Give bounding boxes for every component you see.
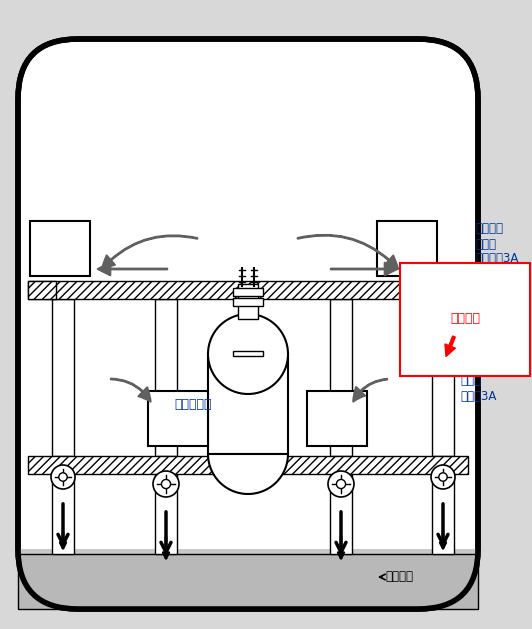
- Circle shape: [336, 479, 346, 489]
- Bar: [208, 354, 288, 454]
- Bar: [330, 299, 352, 456]
- Bar: [233, 288, 263, 296]
- FancyArrowPatch shape: [98, 263, 167, 276]
- Bar: [28, 456, 468, 474]
- FancyArrowPatch shape: [353, 379, 387, 401]
- Ellipse shape: [208, 314, 288, 394]
- Circle shape: [59, 473, 67, 481]
- FancyArrowPatch shape: [297, 235, 398, 269]
- Bar: [238, 284, 258, 319]
- Bar: [432, 474, 454, 554]
- FancyBboxPatch shape: [18, 39, 478, 609]
- Circle shape: [439, 473, 447, 481]
- Text: 当該箇所: 当該箇所: [450, 313, 480, 325]
- Bar: [377, 221, 437, 276]
- Circle shape: [431, 465, 455, 489]
- Circle shape: [328, 471, 354, 497]
- Wedge shape: [208, 454, 288, 494]
- Bar: [233, 298, 263, 306]
- Text: 格納容器
再循環
ユニット3A: 格納容器 再循環 ユニット3A: [475, 223, 518, 265]
- Circle shape: [161, 479, 171, 489]
- Bar: [155, 299, 177, 456]
- Text: 格納容器: 格納容器: [385, 571, 413, 584]
- Text: 原子炉容器: 原子炉容器: [174, 398, 212, 411]
- Bar: [233, 351, 263, 356]
- Bar: [148, 391, 208, 446]
- Bar: [168, 314, 328, 394]
- Bar: [440, 281, 468, 299]
- Bar: [155, 474, 177, 554]
- Bar: [307, 391, 367, 446]
- FancyArrowPatch shape: [111, 379, 151, 401]
- Bar: [52, 474, 74, 554]
- Circle shape: [51, 465, 75, 489]
- FancyArrowPatch shape: [102, 235, 197, 269]
- Bar: [28, 281, 468, 299]
- Bar: [30, 221, 90, 276]
- Bar: [18, 549, 478, 609]
- FancyArrowPatch shape: [331, 263, 397, 276]
- Bar: [330, 474, 352, 554]
- Bar: [52, 299, 74, 456]
- Bar: [28, 281, 56, 299]
- FancyArrowPatch shape: [445, 336, 455, 357]
- Circle shape: [153, 471, 179, 497]
- Bar: [18, 554, 478, 609]
- Bar: [432, 299, 454, 456]
- Text: 格納容器
再循環
ファン3A: 格納容器 再循環 ファン3A: [460, 360, 496, 403]
